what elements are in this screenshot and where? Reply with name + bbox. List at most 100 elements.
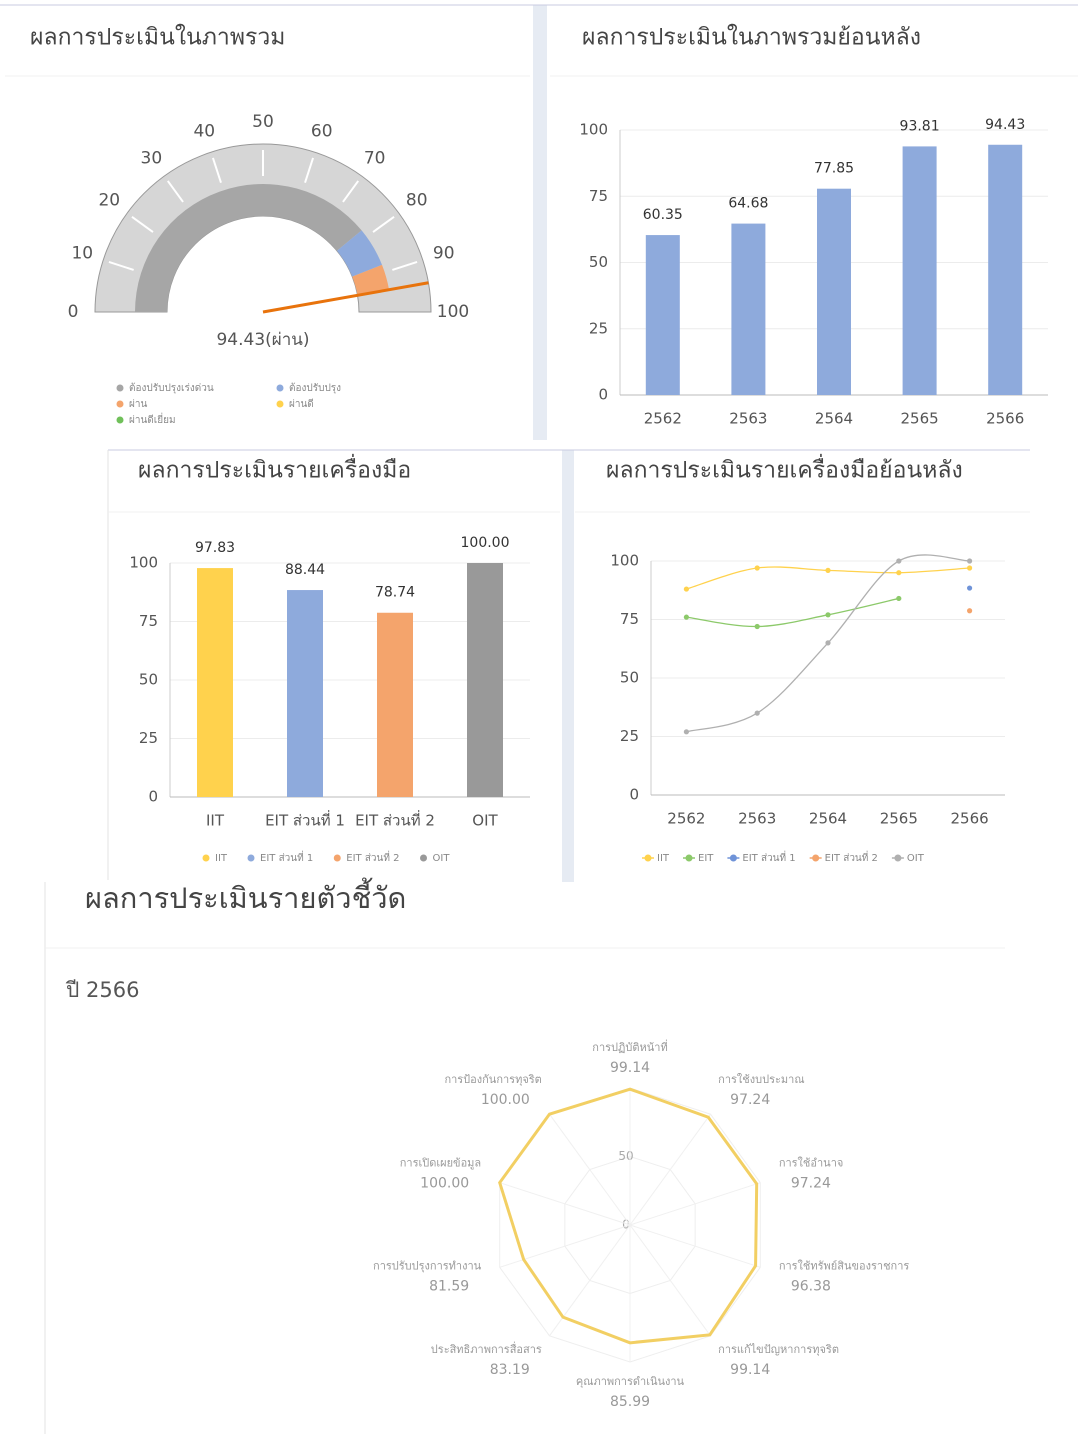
x-tick-label: 2566 (986, 410, 1024, 428)
gauge-tick-label: 90 (433, 243, 455, 263)
x-tick-label: 2566 (951, 810, 989, 828)
legend-swatch (116, 384, 124, 392)
legend-swatch (202, 854, 210, 862)
point (754, 565, 760, 571)
divider (562, 450, 574, 882)
radar-spoke (499, 1182, 631, 1226)
point (896, 570, 902, 576)
radar-axis-label: การป้องกันการทุจริต (444, 1073, 541, 1086)
y-tick-label: 0 (598, 386, 608, 404)
legend-swatch (812, 854, 820, 862)
line (686, 597, 899, 628)
radar-tick-label: 50 (618, 1149, 633, 1163)
legend-swatch (644, 854, 652, 862)
gauge-track (94, 143, 432, 313)
point (896, 558, 902, 564)
gauge-band (352, 264, 390, 296)
y-tick-label: 50 (620, 669, 639, 687)
x-tick-label: OIT (472, 812, 498, 830)
y-tick-label: 75 (620, 610, 639, 628)
legend-swatch (729, 854, 737, 862)
gauge-tick-label: 60 (311, 121, 333, 141)
gauge-value-label: 94.43(ผ่าน) (216, 330, 309, 350)
point (825, 640, 831, 646)
radar-axis-label: ประสิทธิภาพการสื่อสาร (431, 1341, 542, 1356)
bar (731, 223, 766, 395)
y-tick-label: 50 (139, 671, 158, 689)
data-label: 100.00 (481, 1092, 530, 1108)
point (967, 608, 973, 614)
data-label: 97.24 (791, 1175, 831, 1191)
radar-spoke (629, 1182, 761, 1226)
gauge-tick (342, 180, 360, 203)
y-tick-label: 100 (610, 552, 639, 570)
legend-label: ต้องปรับปรุงเร่งด่วน (129, 382, 214, 394)
data-label: 99.14 (730, 1362, 770, 1378)
point (754, 623, 760, 630)
bar (287, 590, 323, 797)
y-tick-label: 50 (589, 253, 608, 271)
y-tick-label: 100 (129, 554, 158, 572)
data-label: 88.44 (285, 562, 325, 578)
radar-tick-label: 0 (622, 1218, 630, 1232)
panel-title: ผลการประเมินรายเครื่องมือ (138, 454, 411, 484)
point (825, 567, 831, 573)
gauge-tick-label: 40 (193, 121, 215, 141)
gauge-tick (166, 180, 184, 203)
data-label: 85.99 (610, 1394, 650, 1410)
panel-title: ผลการประเมินรายเครื่องมือย้อนหลัง (606, 454, 963, 484)
legend-label: ต้องปรับปรุง (289, 382, 341, 394)
x-tick-label: 2562 (644, 410, 682, 428)
data-label: 83.19 (490, 1362, 530, 1378)
point (825, 612, 831, 618)
point (683, 729, 690, 735)
data-label: 94.43 (985, 117, 1025, 133)
radar-axis-label: การเปิดเผยข้อมูล (400, 1156, 481, 1169)
legend-label: ผ่านดีเยี่ยม (129, 412, 176, 426)
gauge-needle (262, 281, 429, 314)
legend-swatch (420, 854, 428, 862)
panel-title: ผลการประเมินรายตัวชี้วัด (85, 877, 406, 915)
data-label: 97.83 (195, 540, 235, 556)
point (967, 565, 973, 571)
panel-subtitle: ปี 2566 (65, 978, 139, 1002)
data-label: 77.85 (814, 161, 854, 177)
data-label: 81.59 (429, 1279, 469, 1295)
legend-swatch (116, 400, 124, 408)
legend-label: EIT ส่วนที่ 1 (742, 850, 795, 864)
data-label: 97.24 (730, 1092, 770, 1108)
bar (902, 146, 937, 395)
data-label: 100.00 (420, 1175, 469, 1191)
bar (645, 235, 680, 395)
y-tick-label: 75 (139, 612, 158, 630)
x-tick-label: 2565 (880, 810, 918, 828)
data-label: 60.35 (643, 207, 683, 223)
data-label: 99.14 (610, 1060, 650, 1076)
gauge-tick-label: 0 (68, 302, 79, 322)
radar-axis-label: การแก้ไขปัญหาการทุจริต (718, 1343, 839, 1356)
radar-spoke (629, 1224, 761, 1268)
legend-label: OIT (907, 853, 925, 864)
x-tick-label: 2564 (809, 810, 847, 828)
legend-swatch (333, 854, 341, 862)
radar-axis-label: การใช้อำนาจ (779, 1156, 844, 1169)
legend-swatch (894, 854, 902, 862)
x-tick-label: 2564 (815, 410, 853, 428)
legend-label: IIT (215, 853, 228, 864)
radar-axis-label: การปรับปรุงการทำงาน (373, 1260, 482, 1273)
gauge-tick (131, 215, 154, 233)
y-tick-label: 0 (148, 788, 158, 806)
radar-spoke (499, 1224, 631, 1268)
legend-swatch (276, 384, 284, 392)
gauge-tick-label: 10 (71, 243, 93, 263)
gauge-tick (372, 215, 395, 233)
gauge-tick (304, 157, 315, 183)
legend-label: EIT ส่วนที่ 2 (825, 850, 878, 864)
gauge-tick (211, 157, 222, 183)
data-label: 78.74 (375, 585, 415, 601)
bar (197, 568, 233, 797)
radar-axis-label: การปฏิบัติหน้าที่ (592, 1039, 667, 1054)
point (896, 595, 902, 602)
gauge-tick (108, 260, 134, 271)
